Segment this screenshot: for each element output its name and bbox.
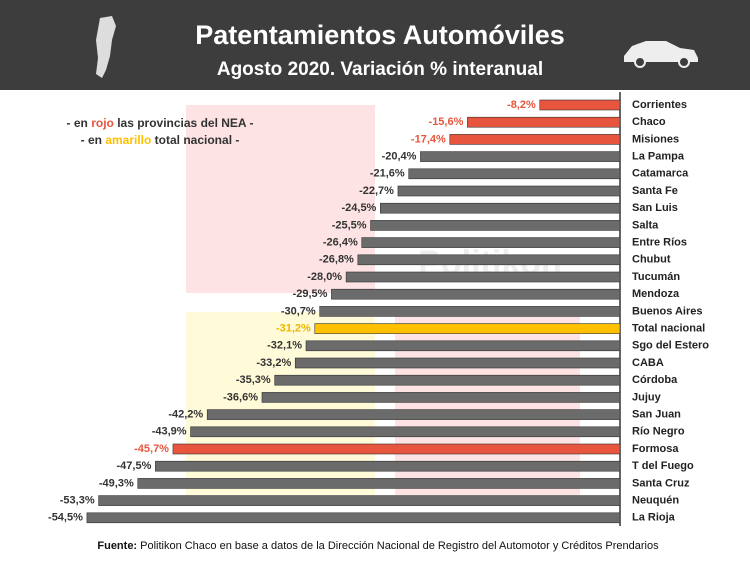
source: Fuente: Politikon Chaco en base a datos d… — [97, 540, 659, 552]
bar — [305, 340, 621, 352]
value-label: -25,5% — [332, 219, 367, 231]
category-label: Total nacional — [632, 323, 705, 335]
category-label: Salta — [632, 219, 659, 231]
category-label: Corrientes — [632, 99, 687, 111]
value-label: -26,8% — [319, 254, 354, 266]
bar — [539, 99, 621, 111]
bar — [190, 426, 621, 438]
bar — [357, 254, 621, 266]
map-icon — [96, 16, 116, 78]
category-label: San Juan — [632, 409, 681, 421]
category-label: Chaco — [632, 116, 666, 128]
bar — [408, 168, 621, 180]
category-label: Río Negro — [632, 426, 685, 438]
category-label: Neuquén — [632, 495, 679, 507]
value-label: -45,7% — [134, 443, 169, 455]
bar — [319, 306, 621, 317]
chart-subtitle: Agosto 2020. Variación % interanual — [217, 59, 543, 80]
value-label: -32,1% — [267, 340, 302, 352]
bar — [274, 374, 621, 386]
bar — [380, 202, 621, 214]
bg-box — [186, 105, 375, 293]
value-label: -22,7% — [359, 185, 394, 197]
bar — [449, 134, 621, 145]
category-label: La Pampa — [632, 151, 685, 163]
bar — [397, 185, 621, 197]
bar — [467, 116, 621, 128]
legend-part: las provincias del NEA - — [114, 116, 254, 130]
value-label: -35,3% — [236, 374, 271, 386]
bar — [420, 151, 621, 162]
value-label: -28,0% — [307, 271, 342, 283]
value-label: -15,6% — [429, 116, 464, 128]
bar — [331, 288, 621, 300]
category-label: Chubut — [632, 254, 671, 266]
category-label: Sgo del Estero — [632, 340, 709, 352]
value-label: -33,2% — [256, 357, 291, 369]
category-label: Santa Cruz — [632, 477, 690, 489]
legend-part: amarillo — [105, 133, 151, 147]
category-label: Santa Fe — [632, 185, 678, 197]
bar — [294, 357, 621, 369]
legend-part: rojo — [91, 116, 114, 130]
category-label: Catamarca — [632, 168, 689, 180]
bar — [98, 495, 621, 506]
category-label: Tucumán — [632, 271, 680, 283]
value-label: -20,4% — [382, 151, 417, 163]
car-wheel — [634, 56, 646, 68]
chart-title: Patentamientos Automóviles — [195, 20, 565, 50]
bar — [172, 443, 621, 455]
value-label: -43,9% — [152, 426, 187, 438]
value-label: -21,6% — [370, 168, 405, 180]
category-label: Jujuy — [632, 391, 662, 403]
legend-part: - en — [67, 116, 92, 130]
value-label: -17,4% — [411, 133, 446, 145]
category-label: Misiones — [632, 133, 679, 145]
bar — [155, 460, 621, 472]
category-label: Buenos Aires — [632, 305, 703, 317]
category-label: Córdoba — [632, 374, 678, 386]
legend-line: - en amarillo total nacional - — [81, 133, 240, 147]
value-label: -54,5% — [48, 512, 83, 524]
legend-part: total nacional - — [151, 133, 239, 147]
bar — [345, 271, 621, 283]
value-label: -29,5% — [293, 288, 328, 300]
value-label: -36,6% — [223, 391, 258, 403]
source-text: Politikon Chaco en base a datos de la Di… — [140, 540, 659, 552]
value-label: -31,2% — [276, 323, 311, 335]
category-label: Formosa — [632, 443, 679, 455]
value-label: -42,2% — [168, 409, 203, 421]
header-band — [0, 0, 750, 90]
category-label: Mendoza — [632, 288, 680, 300]
legend-line: - en rojo las provincias del NEA - — [67, 116, 254, 130]
value-label: -8,2% — [507, 99, 536, 111]
value-label: -24,5% — [341, 202, 376, 214]
bar — [314, 323, 621, 334]
value-label: -30,7% — [281, 305, 316, 317]
bar — [361, 237, 621, 248]
bar — [261, 392, 621, 403]
value-label: -26,4% — [323, 237, 358, 249]
category-label: CABA — [632, 357, 664, 369]
bar — [86, 512, 621, 524]
legend-part: - en — [81, 133, 106, 147]
value-label: -53,3% — [60, 495, 95, 507]
bar — [370, 220, 621, 231]
bar — [137, 478, 621, 489]
car-wheel — [678, 56, 690, 68]
bar — [206, 409, 621, 420]
category-label: T del Fuego — [632, 460, 694, 472]
value-label: -47,5% — [117, 460, 152, 472]
category-label: Entre Ríos — [632, 237, 687, 249]
category-label: San Luis — [632, 202, 678, 214]
value-label: -49,3% — [99, 477, 134, 489]
source-label: Fuente: — [97, 540, 137, 552]
category-label: La Rioja — [632, 512, 676, 524]
